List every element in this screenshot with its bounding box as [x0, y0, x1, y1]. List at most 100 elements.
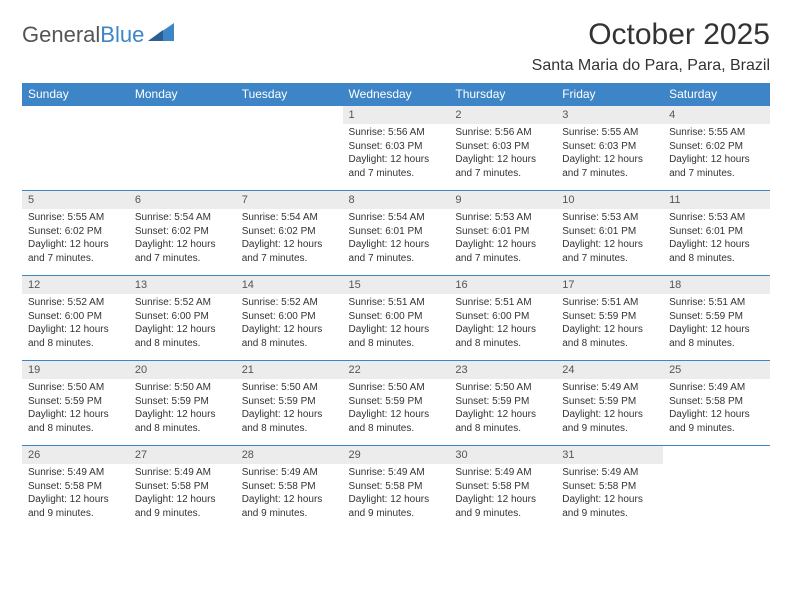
- day-sr: Sunrise: 5:52 AM: [135, 296, 230, 310]
- day-detail-cell: [129, 124, 236, 191]
- day-d1: Daylight: 12 hours: [242, 493, 337, 507]
- day-d2: and 7 minutes.: [455, 167, 550, 181]
- day-number-cell: 25: [663, 361, 770, 380]
- day-detail-cell: Sunrise: 5:55 AMSunset: 6:03 PMDaylight:…: [556, 124, 663, 191]
- day-detail-cell: Sunrise: 5:49 AMSunset: 5:59 PMDaylight:…: [556, 379, 663, 446]
- day-number-cell: 10: [556, 191, 663, 210]
- day-number-cell: 19: [22, 361, 129, 380]
- day-sr: Sunrise: 5:49 AM: [135, 466, 230, 480]
- day-number-cell: [22, 106, 129, 125]
- day-number-cell: 7: [236, 191, 343, 210]
- day-ss: Sunset: 5:58 PM: [455, 480, 550, 494]
- day-ss: Sunset: 6:03 PM: [349, 140, 444, 154]
- day-number-cell: 5: [22, 191, 129, 210]
- day-d1: Daylight: 12 hours: [135, 408, 230, 422]
- detail-row: Sunrise: 5:49 AMSunset: 5:58 PMDaylight:…: [22, 464, 770, 530]
- daynum-row: 12131415161718: [22, 276, 770, 295]
- day-d2: and 7 minutes.: [455, 252, 550, 266]
- day-number-cell: 28: [236, 446, 343, 465]
- day-d2: and 8 minutes.: [455, 337, 550, 351]
- day-number-cell: 22: [343, 361, 450, 380]
- day-number-cell: 30: [449, 446, 556, 465]
- day-sr: Sunrise: 5:50 AM: [28, 381, 123, 395]
- day-number-cell: 2: [449, 106, 556, 125]
- day-number-cell: 13: [129, 276, 236, 295]
- day-d2: and 7 minutes.: [669, 167, 764, 181]
- day-detail-cell: Sunrise: 5:53 AMSunset: 6:01 PMDaylight:…: [556, 209, 663, 276]
- day-d1: Daylight: 12 hours: [455, 323, 550, 337]
- day-sr: Sunrise: 5:50 AM: [135, 381, 230, 395]
- day-ss: Sunset: 5:59 PM: [455, 395, 550, 409]
- day-d2: and 8 minutes.: [28, 422, 123, 436]
- day-detail-cell: Sunrise: 5:54 AMSunset: 6:01 PMDaylight:…: [343, 209, 450, 276]
- day-ss: Sunset: 6:00 PM: [455, 310, 550, 324]
- weekday-header: Friday: [556, 83, 663, 106]
- day-sr: Sunrise: 5:50 AM: [455, 381, 550, 395]
- day-d1: Daylight: 12 hours: [669, 238, 764, 252]
- day-detail-cell: Sunrise: 5:51 AMSunset: 6:00 PMDaylight:…: [343, 294, 450, 361]
- day-ss: Sunset: 6:01 PM: [349, 225, 444, 239]
- weekday-header: Saturday: [663, 83, 770, 106]
- day-d1: Daylight: 12 hours: [28, 493, 123, 507]
- day-sr: Sunrise: 5:50 AM: [242, 381, 337, 395]
- day-number-cell: 20: [129, 361, 236, 380]
- brand-part1: General: [22, 22, 100, 48]
- day-number-cell: 17: [556, 276, 663, 295]
- day-d2: and 9 minutes.: [28, 507, 123, 521]
- day-d1: Daylight: 12 hours: [349, 323, 444, 337]
- day-d1: Daylight: 12 hours: [562, 493, 657, 507]
- day-number-cell: 31: [556, 446, 663, 465]
- day-ss: Sunset: 6:02 PM: [135, 225, 230, 239]
- day-d1: Daylight: 12 hours: [562, 153, 657, 167]
- day-d2: and 8 minutes.: [242, 337, 337, 351]
- day-d1: Daylight: 12 hours: [135, 238, 230, 252]
- daynum-row: 567891011: [22, 191, 770, 210]
- day-d2: and 7 minutes.: [135, 252, 230, 266]
- day-detail-cell: Sunrise: 5:52 AMSunset: 6:00 PMDaylight:…: [236, 294, 343, 361]
- day-sr: Sunrise: 5:55 AM: [562, 126, 657, 140]
- day-ss: Sunset: 5:58 PM: [669, 395, 764, 409]
- day-ss: Sunset: 6:03 PM: [562, 140, 657, 154]
- day-number-cell: 1: [343, 106, 450, 125]
- day-d1: Daylight: 12 hours: [455, 153, 550, 167]
- day-sr: Sunrise: 5:56 AM: [349, 126, 444, 140]
- day-sr: Sunrise: 5:55 AM: [669, 126, 764, 140]
- weekday-header: Sunday: [22, 83, 129, 106]
- day-sr: Sunrise: 5:55 AM: [28, 211, 123, 225]
- day-ss: Sunset: 6:01 PM: [669, 225, 764, 239]
- calendar-table: Sunday Monday Tuesday Wednesday Thursday…: [22, 83, 770, 530]
- day-number-cell: 23: [449, 361, 556, 380]
- day-detail-cell: [663, 464, 770, 530]
- day-number-cell: [663, 446, 770, 465]
- day-ss: Sunset: 5:59 PM: [669, 310, 764, 324]
- day-sr: Sunrise: 5:50 AM: [349, 381, 444, 395]
- day-d2: and 8 minutes.: [28, 337, 123, 351]
- day-detail-cell: Sunrise: 5:50 AMSunset: 5:59 PMDaylight:…: [129, 379, 236, 446]
- day-ss: Sunset: 5:58 PM: [242, 480, 337, 494]
- day-d1: Daylight: 12 hours: [669, 408, 764, 422]
- day-d2: and 9 minutes.: [135, 507, 230, 521]
- day-number-cell: 3: [556, 106, 663, 125]
- day-number-cell: 8: [343, 191, 450, 210]
- day-ss: Sunset: 5:59 PM: [242, 395, 337, 409]
- day-sr: Sunrise: 5:49 AM: [669, 381, 764, 395]
- day-sr: Sunrise: 5:54 AM: [135, 211, 230, 225]
- day-ss: Sunset: 6:00 PM: [135, 310, 230, 324]
- day-d1: Daylight: 12 hours: [562, 238, 657, 252]
- day-number-cell: 26: [22, 446, 129, 465]
- brand-logo: GeneralBlue: [22, 18, 174, 48]
- detail-row: Sunrise: 5:56 AMSunset: 6:03 PMDaylight:…: [22, 124, 770, 191]
- day-d1: Daylight: 12 hours: [242, 323, 337, 337]
- day-sr: Sunrise: 5:49 AM: [562, 466, 657, 480]
- day-ss: Sunset: 6:01 PM: [562, 225, 657, 239]
- day-number-cell: 4: [663, 106, 770, 125]
- day-number-cell: 16: [449, 276, 556, 295]
- day-ss: Sunset: 5:58 PM: [349, 480, 444, 494]
- day-sr: Sunrise: 5:53 AM: [455, 211, 550, 225]
- day-d2: and 8 minutes.: [242, 422, 337, 436]
- day-d1: Daylight: 12 hours: [135, 493, 230, 507]
- day-d1: Daylight: 12 hours: [349, 493, 444, 507]
- day-d1: Daylight: 12 hours: [349, 238, 444, 252]
- day-sr: Sunrise: 5:56 AM: [455, 126, 550, 140]
- day-ss: Sunset: 6:00 PM: [242, 310, 337, 324]
